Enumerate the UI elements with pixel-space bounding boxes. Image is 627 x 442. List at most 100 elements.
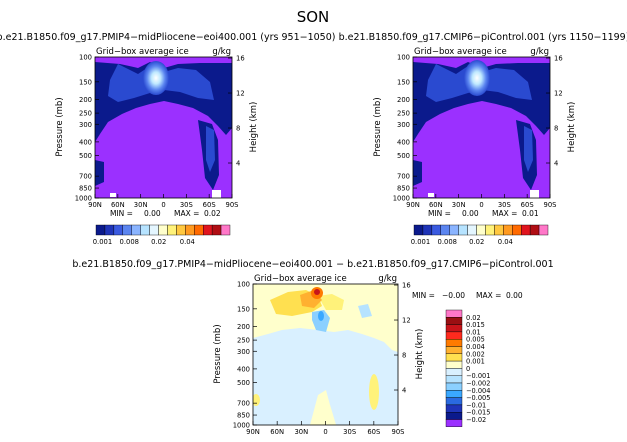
colorbar-swatch (149, 224, 159, 236)
colorbar-swatch (476, 224, 486, 236)
colorbar-swatch (140, 224, 150, 236)
colorbar-swatch (521, 224, 531, 236)
contour-red (314, 289, 320, 295)
y-tick-label: 250 (79, 110, 92, 118)
y-tick-label: 400 (397, 138, 410, 146)
y-tick-label-right: 12 (402, 317, 411, 325)
y-tick-label: 100 (397, 54, 410, 62)
colorbar-swatch (445, 382, 463, 391)
colorbar-label: −0.004 (466, 387, 490, 395)
contour-navy-west (95, 160, 104, 186)
colorbar-label: 0.004 (466, 343, 485, 351)
x-tick-label: 30S (498, 201, 511, 209)
colorbar-label: 0.001 (93, 238, 112, 246)
colorbar-vertical: 0.020.0150.010.0050.0040.0020.0010−0.001… (445, 309, 490, 428)
colorbar-label: −0.02 (466, 416, 486, 424)
figure-title: SON (297, 8, 330, 26)
colorbar-label: −0.005 (466, 394, 490, 402)
colorbar-swatch (529, 224, 540, 236)
y-axis-label-right: Height (km) (249, 102, 259, 153)
y-tick-label: 250 (397, 110, 410, 118)
colorbar-swatch (167, 224, 177, 236)
y-tick-label: 300 (237, 348, 250, 356)
field-label: Grid−box average ice (96, 47, 189, 57)
plot-area (253, 284, 398, 425)
x-tick-label: 30N (134, 201, 148, 209)
x-tick-label: 60S (367, 428, 380, 436)
colorbar-swatch (194, 224, 204, 236)
x-tick-label: 0 (161, 201, 165, 209)
unit-label: g/kg (378, 274, 397, 284)
colorbar-swatch (176, 224, 186, 236)
x-ticks: 90N 60N 30N 0 30S 60S 90S (246, 421, 404, 436)
colorbar-swatch (440, 224, 450, 236)
y-tick-label-right: 8 (236, 125, 240, 133)
contour-core (143, 61, 169, 95)
unit-label: g/kg (530, 47, 549, 57)
colorbar-label: 0.04 (180, 238, 195, 246)
max-value: 0.01 (522, 209, 539, 218)
x-tick-label: 60N (270, 428, 284, 436)
colorbar-swatch (445, 360, 463, 369)
max-label: MAX = (492, 209, 517, 218)
colorbar-swatch (445, 346, 463, 355)
panel-header: b.e21.B1850.f09_g17.PMIP4−midPliocene−eo… (0, 32, 335, 43)
y-tick-label: 1000 (75, 195, 92, 203)
colorbar-label: 0.008 (438, 238, 457, 246)
colorbar-label: 0.02 (151, 238, 166, 246)
y-tick-label: 1000 (233, 422, 250, 430)
y-tick-label: 100 (237, 281, 250, 289)
x-ticks: 90N 60N 30N 0 30S 60S 90S (88, 194, 238, 209)
y-axis-label: Pressure (mb) (213, 324, 223, 383)
colorbar-swatch (131, 224, 141, 236)
colorbar-swatch (538, 224, 549, 236)
colorbar-label: 0.002 (466, 350, 485, 358)
y-tick-label: 200 (237, 323, 250, 331)
colorbar-label: −0.015 (466, 409, 490, 417)
colorbar-label: −0.002 (466, 380, 490, 388)
y-tick-label: 150 (237, 305, 250, 313)
max-label: MAX = (476, 291, 501, 300)
colorbar-swatch (445, 412, 463, 420)
y-tick-label: 400 (79, 138, 92, 146)
contour-blue-plume (524, 126, 533, 172)
colorbar-swatch (445, 317, 463, 325)
colorbar-label: 0.01 (466, 328, 481, 336)
colorbar-swatch (95, 224, 106, 236)
contour-core (464, 60, 490, 96)
min-value: 0.00 (144, 209, 161, 218)
colorbar-label: 0.008 (120, 238, 139, 246)
y-tick-label-right: 4 (402, 387, 406, 395)
colorbar-label: 0 (466, 365, 470, 373)
colorbar-swatch (122, 224, 132, 236)
colorbar-swatch (503, 224, 513, 236)
x-tick-label: 60N (111, 201, 125, 209)
x-tick-label: 90N (406, 201, 420, 209)
y-tick-label-right: 12 (236, 90, 245, 98)
y-axis-label-right: Height (km) (567, 102, 577, 153)
missing-patch (530, 190, 539, 198)
y-tick-label-right: 12 (554, 90, 563, 98)
y-ticks-left: 100 150 200 250 300 400 500 700 850 1000 (75, 54, 99, 203)
contour-navy-west (413, 160, 422, 186)
contour-yellow (318, 294, 344, 310)
y-tick-label: 850 (237, 412, 250, 420)
y-tick-label: 100 (79, 54, 92, 62)
colorbar-swatch (445, 419, 463, 428)
colorbar-swatch (445, 339, 463, 347)
colorbar-swatch (458, 224, 468, 236)
y-tick-label: 300 (397, 121, 410, 129)
y-tick-label: 500 (237, 379, 250, 387)
y-tick-label: 200 (79, 96, 92, 104)
colorbar-label: 0.02 (466, 314, 481, 322)
y-tick-label: 200 (397, 96, 410, 104)
x-tick-label: 60N (429, 201, 443, 209)
colorbar-label: 0.001 (411, 238, 430, 246)
colorbar-swatch (413, 224, 424, 236)
panel-top-right: b.e21.B1850.f09_g17.CMIP6−piControl.001 … (339, 32, 627, 246)
y-tick-label-right: 4 (554, 160, 558, 168)
missing-patch (428, 193, 434, 197)
x-ticks: 90N 60N 30N 0 30S 60S 90S (406, 194, 556, 209)
y-tick-label: 700 (237, 400, 250, 408)
